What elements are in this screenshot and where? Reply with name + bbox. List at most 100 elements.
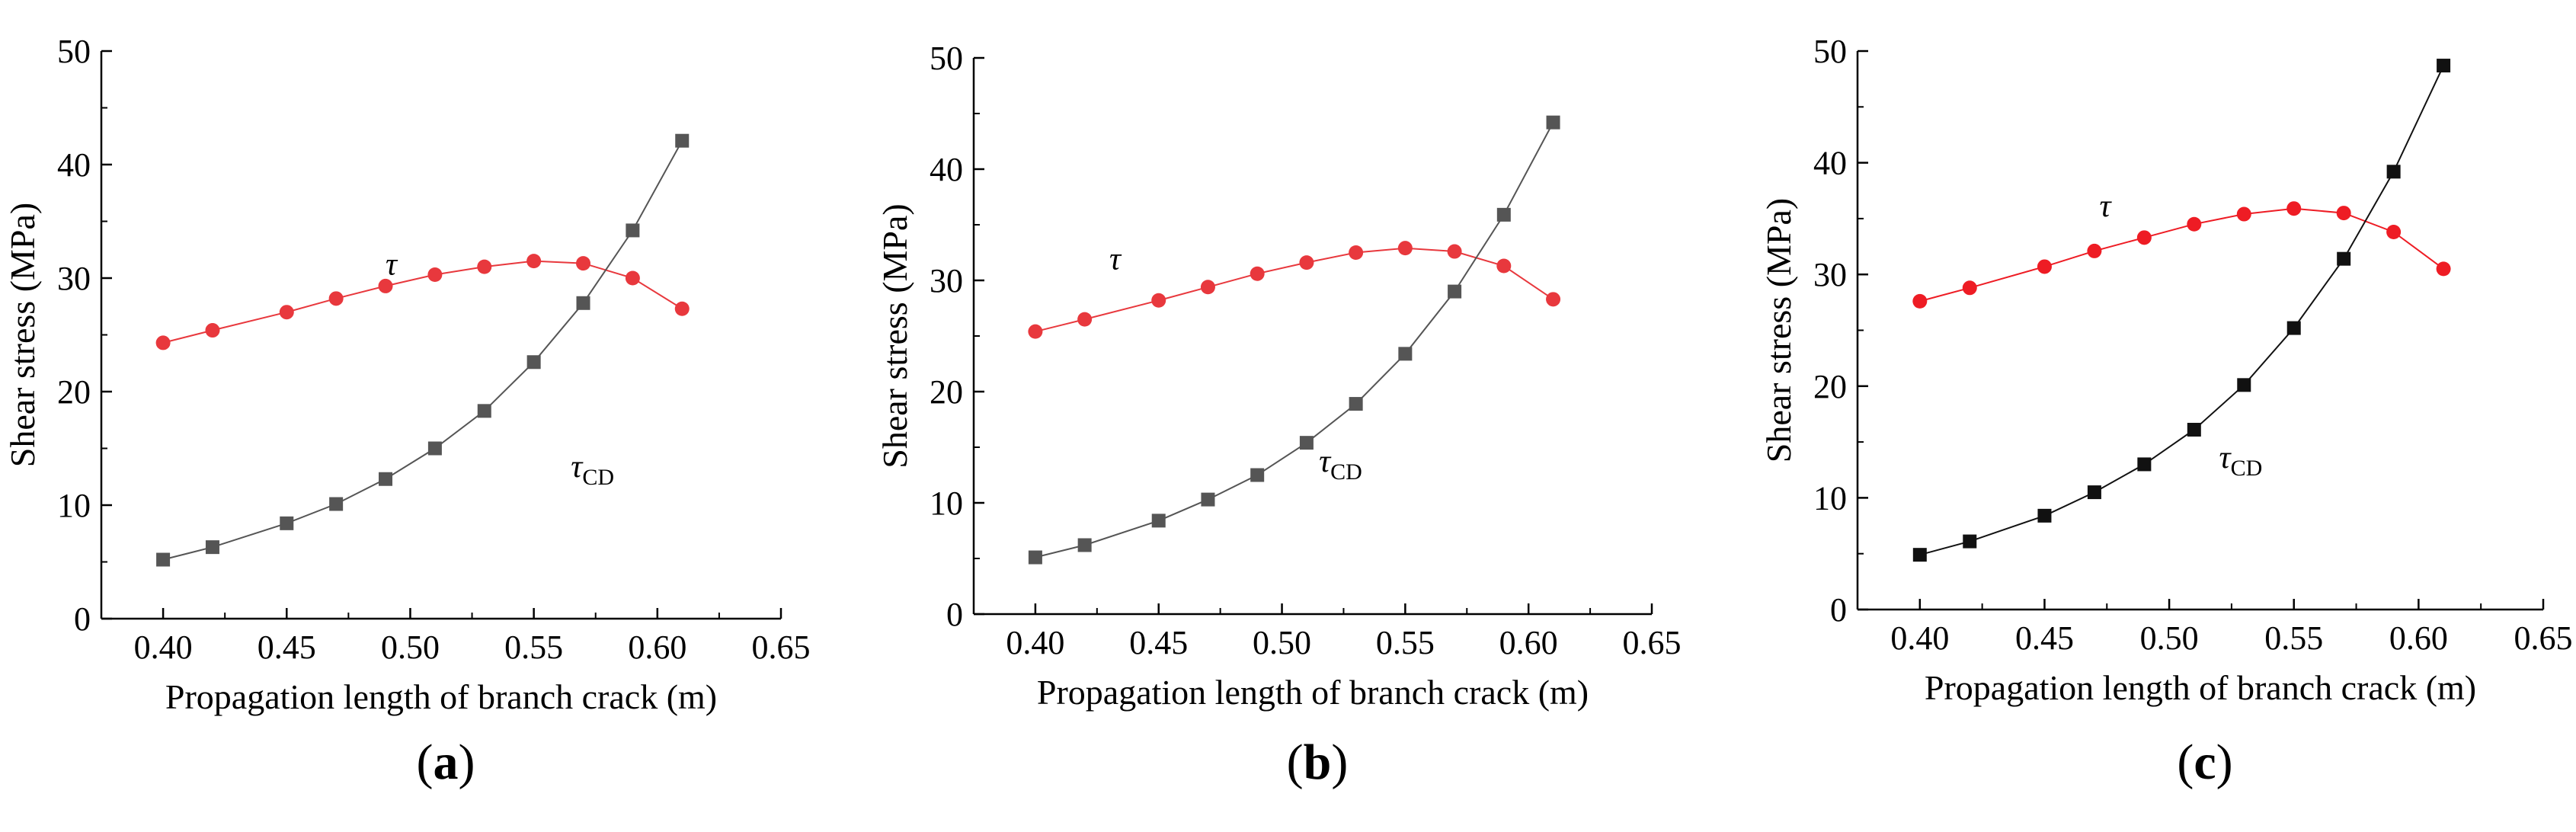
- panel-label: (c): [2177, 734, 2232, 790]
- series-tau: τ: [1912, 189, 2451, 309]
- data-point: [526, 254, 542, 269]
- data-point: [626, 223, 640, 238]
- data-point: [205, 323, 220, 338]
- y-tick-label: 10: [930, 485, 963, 522]
- data-point: [1397, 241, 1413, 256]
- data-point: [329, 497, 344, 511]
- chart-panel-c: 0 10 20 30 40 50 0.40 0.45 0.50 0.55 0.60 0.65 Propa…: [1759, 33, 2573, 790]
- y-axis-label: Shear stress (MPa): [875, 203, 914, 469]
- y-tick-label: 30: [1813, 256, 1847, 293]
- data-point: [1349, 397, 1363, 411]
- data-point: [576, 256, 591, 271]
- series-label-subscript: CD: [2231, 456, 2263, 481]
- data-point: [280, 516, 294, 530]
- x-tick-label: 0.65: [2514, 619, 2573, 657]
- x-tick-label: 0.40: [134, 629, 193, 666]
- x-tick-label: 0.65: [752, 629, 811, 666]
- y-tick-label: 30: [57, 260, 91, 297]
- data-point: [1077, 538, 1092, 552]
- data-point: [1398, 347, 1413, 361]
- data-point: [2386, 165, 2401, 179]
- x-tick-label: 0.60: [2389, 619, 2448, 657]
- y-tick-label: 0: [1830, 591, 1847, 629]
- y-tick-label: 20: [930, 373, 963, 411]
- y-tick-label: 20: [1813, 368, 1847, 405]
- data-point: [1200, 280, 1215, 295]
- data-point: [2136, 230, 2152, 245]
- data-point: [2087, 485, 2101, 500]
- series-label-subscript: CD: [1330, 459, 1362, 485]
- x-tick-label: 0.65: [1623, 624, 1682, 661]
- series-label: τ: [386, 248, 398, 283]
- data-point: [2286, 201, 2302, 216]
- series-tau-cd: τ CD: [1912, 59, 2451, 562]
- data-point: [674, 301, 690, 316]
- data-point: [1151, 293, 1166, 308]
- data-point: [1151, 514, 1166, 528]
- data-point: [477, 259, 492, 274]
- x-tick-label: 0.60: [628, 629, 686, 666]
- data-point: [2187, 422, 2201, 437]
- data-point: [427, 441, 442, 456]
- data-point: [1201, 492, 1215, 507]
- y-axis-label: Shear stress (MPa): [3, 203, 42, 468]
- data-point: [1546, 292, 1561, 307]
- series-tau: τ: [155, 248, 690, 350]
- y-tick-label: 20: [57, 373, 91, 411]
- y-tick-label: 50: [1813, 33, 1847, 70]
- x-tick-label: 0.50: [1253, 624, 1311, 661]
- y-tick-label: 50: [57, 33, 91, 70]
- y-tick-label: 40: [57, 146, 91, 184]
- data-point: [477, 404, 491, 418]
- data-point: [1299, 255, 1314, 270]
- data-point: [1962, 280, 1977, 296]
- data-point: [1299, 436, 1314, 450]
- y-axis-label: Shear stress (MPa): [1759, 198, 1798, 463]
- data-point: [1448, 284, 1462, 299]
- data-point: [2236, 206, 2251, 222]
- data-point: [1250, 266, 1265, 281]
- data-point: [1028, 550, 1042, 565]
- series-tau-cd: τ CD: [156, 133, 690, 567]
- x-axis-label: Propagation length of branch crack (m): [1925, 668, 2476, 707]
- series-label: τCD: [1319, 444, 1362, 485]
- data-point: [2436, 261, 2451, 277]
- x-tick-label: 0.55: [504, 629, 563, 666]
- data-point: [2187, 216, 2202, 232]
- x-tick-label: 0.60: [1499, 624, 1558, 661]
- y-tick-label: 0: [74, 600, 91, 638]
- data-point: [156, 552, 171, 567]
- series-label: τ: [1109, 242, 1122, 277]
- series-tau: τ: [1028, 241, 1561, 339]
- x-tick-label: 0.40: [1006, 624, 1064, 661]
- y-tick-label: 10: [57, 487, 91, 524]
- data-point: [1963, 534, 1977, 549]
- y-tick-label: 40: [1813, 145, 1847, 182]
- y-tick-label: 0: [946, 596, 963, 633]
- data-point: [2337, 251, 2351, 266]
- data-point: [1028, 324, 1043, 339]
- data-point: [2087, 243, 2102, 258]
- data-point: [526, 355, 541, 370]
- data-point: [1546, 115, 1560, 130]
- data-point: [2237, 378, 2251, 392]
- data-point: [2037, 259, 2052, 274]
- data-point: [2137, 457, 2152, 472]
- data-point: [1447, 244, 1462, 259]
- panel-label: (a): [417, 734, 475, 790]
- data-point: [2336, 206, 2351, 221]
- data-point: [155, 335, 171, 350]
- data-point: [379, 472, 393, 486]
- data-point: [2437, 59, 2451, 73]
- chart-panel-a: 0 10 20 30 40 50 0.40 0.45 0.50 0.55 0.60 0.65 Propa…: [3, 33, 811, 790]
- y-tick-label: 10: [1813, 479, 1847, 517]
- x-axis-label: Propagation length of branch crack (m): [1037, 673, 1589, 712]
- data-point: [675, 133, 690, 148]
- panel-label: (b): [1287, 734, 1349, 790]
- x-tick-label: 0.55: [2264, 619, 2323, 657]
- data-point: [2037, 508, 2052, 523]
- x-tick-label: 0.55: [1376, 624, 1435, 661]
- y-tick-label: 40: [930, 151, 963, 188]
- data-point: [1349, 245, 1364, 260]
